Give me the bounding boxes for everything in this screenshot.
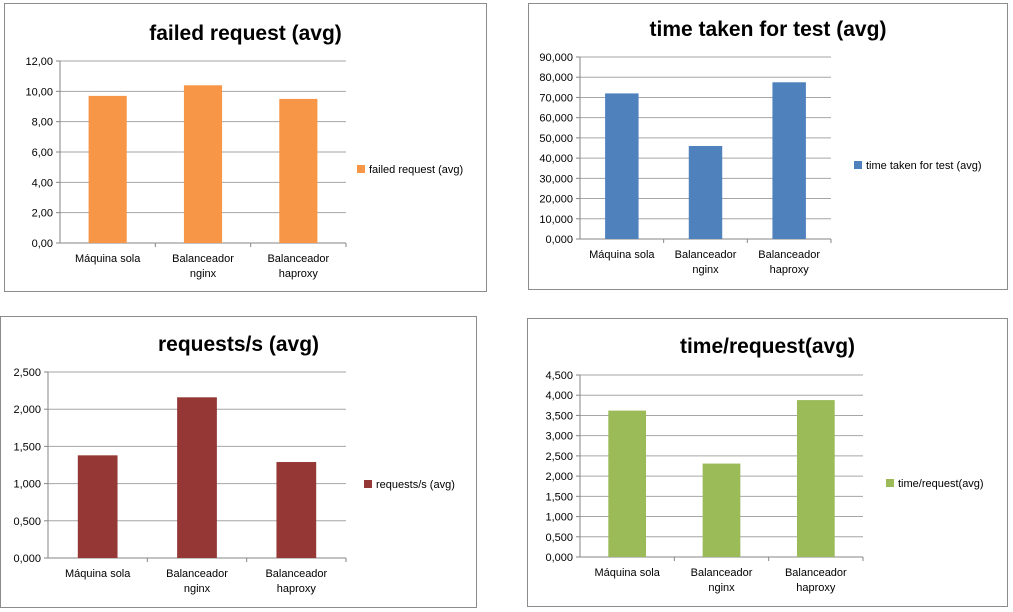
y-tick-label: 20,000 (539, 194, 573, 206)
bar (796, 400, 835, 557)
x-tick-label: Máquina sola (65, 568, 131, 580)
x-tick-label: Máquina sola (594, 567, 660, 579)
y-tick-label: 8,00 (32, 117, 53, 129)
x-tick-label: Balanceador (166, 568, 228, 580)
y-tick-label: 2,500 (545, 451, 573, 463)
y-tick-label: 1,000 (13, 479, 41, 491)
y-tick-label: 60,000 (539, 113, 573, 125)
bar (276, 462, 317, 558)
x-tick-label: haproxy (279, 268, 319, 280)
y-tick-label: 3,500 (545, 410, 573, 422)
chart-time-per-request: time/request(avg) 0,000 0,500 1,000 1,500 2,0… (527, 318, 1008, 607)
x-tick-label: haproxy (770, 264, 810, 276)
x-tick-label: Balanceador (691, 567, 753, 579)
legend-label: failed request (avg) (369, 164, 463, 176)
y-tick-label: 0,500 (545, 532, 573, 544)
y-tick-label: 2,00 (32, 208, 53, 220)
x-tick-label: Balanceador (267, 253, 329, 265)
chart-svg: requests/s (avg) 0,000 0,500 1,000 1,500 2,00… (13, 333, 455, 595)
chart-title: failed request (avg) (149, 22, 342, 45)
y-tick-label: 50,000 (539, 133, 573, 145)
x-tick-label: nginx (190, 268, 217, 280)
legend-swatch (854, 161, 862, 169)
x-tick-label: Máquina sola (75, 253, 141, 265)
x-tick-label: Balanceador (172, 253, 234, 265)
legend-swatch (364, 480, 372, 488)
y-tick-label: 3,000 (545, 431, 573, 443)
bar (183, 85, 223, 244)
chart-svg: time taken for test (avg) 0,000 10,000 20,0… (539, 18, 982, 276)
x-tick-label: nginx (184, 583, 211, 595)
x-tick-label: Balanceador (758, 249, 820, 261)
y-tick-label: 40,000 (539, 153, 573, 165)
chart-title: requests/s (avg) (158, 333, 319, 356)
x-tick-label: haproxy (796, 582, 836, 594)
y-tick-label: 0,000 (545, 234, 573, 246)
y-tick-label: 4,500 (545, 370, 573, 382)
chart-svg: failed request (avg) 0,00 2,00 4,00 6,00 8,00… (25, 22, 463, 280)
bar (608, 410, 647, 557)
y-tick-label: 90,000 (539, 52, 573, 64)
x-tick-label: nginx (708, 582, 735, 594)
legend-label: requests/s (avg) (376, 479, 455, 491)
bar (77, 455, 118, 558)
chart-title: time/request(avg) (680, 335, 855, 358)
y-tick-label: 2,000 (13, 404, 41, 416)
chart-title: time taken for test (avg) (650, 18, 887, 41)
chart-failed-request: failed request (avg) 0,00 2,00 4,00 6,00 8,00… (4, 3, 487, 292)
legend-label: time/request(avg) (898, 478, 984, 490)
x-tick-label: Máquina sola (589, 249, 655, 261)
chart-requests-per-second: requests/s (avg) 0,000 0,500 1,000 1,500 2,00… (0, 316, 477, 608)
bar (605, 93, 639, 240)
y-tick-label: 4,00 (32, 177, 53, 189)
legend-swatch (357, 165, 365, 173)
y-tick-label: 2,000 (545, 471, 573, 483)
x-tick-label: haproxy (277, 583, 317, 595)
y-tick-label: 70,000 (539, 92, 573, 104)
bar (279, 98, 318, 244)
y-tick-label: 1,500 (545, 491, 573, 503)
y-tick-label: 10,00 (25, 86, 53, 98)
x-tick-label: Balanceador (265, 568, 327, 580)
x-tick-label: Balanceador (675, 249, 737, 261)
bar (88, 95, 127, 243)
y-tick-label: 1,000 (545, 512, 573, 524)
y-tick-label: 0,000 (545, 552, 573, 564)
y-tick-label: 0,00 (32, 238, 53, 250)
y-tick-label: 4,000 (545, 390, 573, 402)
chart-time-taken-for-test: time taken for test (avg) 0,000 10,000 20,0… (528, 3, 1008, 290)
bar (177, 397, 217, 558)
x-tick-label: nginx (692, 264, 719, 276)
bar (772, 82, 806, 240)
y-tick-label: 30,000 (539, 173, 573, 185)
bar (688, 145, 723, 239)
x-tick-label: Balanceador (785, 567, 847, 579)
y-tick-label: 2,500 (13, 367, 41, 379)
bar (702, 463, 741, 557)
y-tick-label: 12,00 (25, 56, 53, 68)
y-tick-label: 0,000 (13, 553, 41, 565)
legend-label: time taken for test (avg) (866, 160, 982, 172)
legend-swatch (886, 479, 894, 487)
y-tick-label: 0,500 (13, 516, 41, 528)
y-tick-label: 10,000 (539, 214, 573, 226)
y-tick-label: 1,500 (13, 441, 41, 453)
y-tick-label: 80,000 (539, 72, 573, 84)
y-tick-label: 6,00 (32, 147, 53, 159)
chart-svg: time/request(avg) 0,000 0,500 1,000 1,500 2,0… (545, 335, 984, 594)
